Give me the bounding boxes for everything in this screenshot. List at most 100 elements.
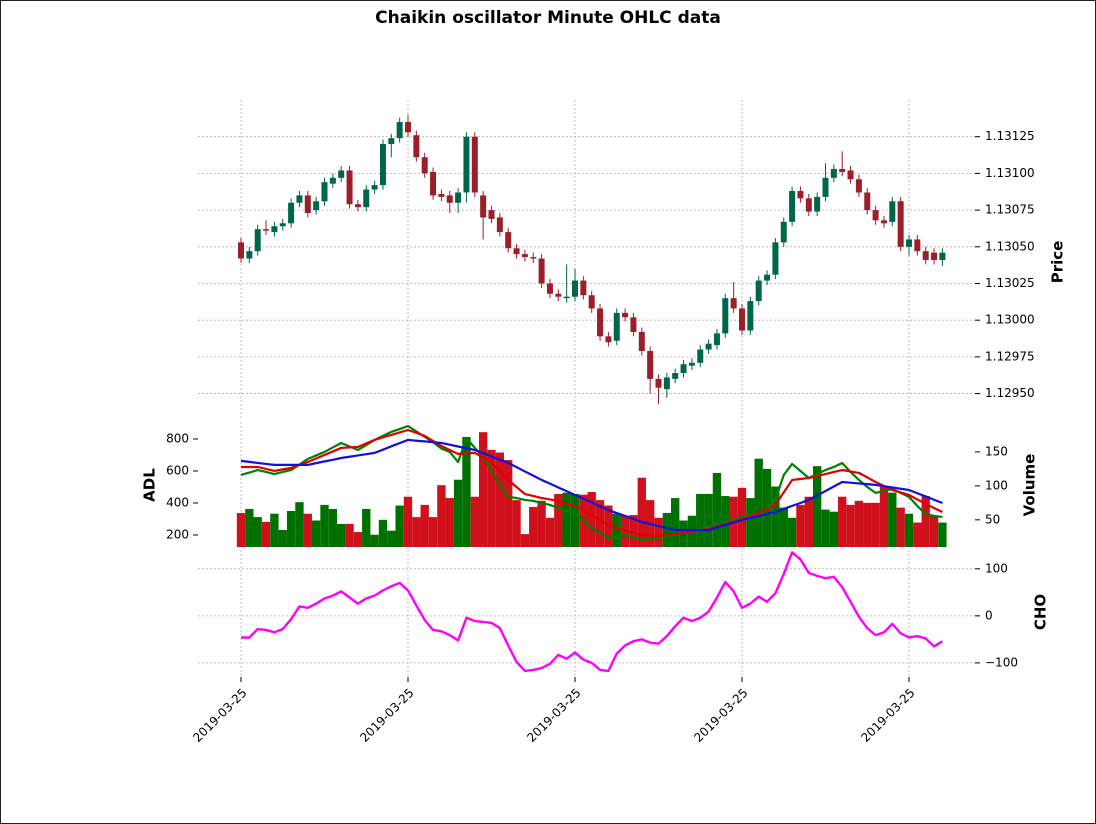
candle-body	[822, 177, 829, 197]
candle-body	[463, 136, 470, 193]
candle-body	[546, 283, 553, 294]
candle-body	[906, 239, 912, 247]
candle-body	[446, 195, 453, 203]
candle-body	[705, 343, 712, 350]
volume-bar	[654, 517, 663, 547]
candle-body	[371, 185, 378, 190]
candle-body	[764, 274, 771, 281]
y-tick-label: 1.13050	[985, 239, 1035, 253]
candle-body	[413, 135, 420, 158]
candle-body	[739, 308, 745, 331]
volume-bar	[545, 517, 555, 547]
volume-bar	[888, 492, 897, 547]
candle-body	[471, 136, 478, 193]
candle-body	[922, 251, 929, 260]
chart-title: Chaikin oscillator Minute OHLC data	[375, 8, 721, 28]
candle-body	[772, 242, 779, 275]
volume-bar	[270, 513, 279, 547]
candle-body	[597, 308, 604, 337]
volume-bar	[913, 522, 922, 547]
volume-bar	[412, 517, 421, 547]
volume-bar	[253, 517, 262, 547]
volume-bar	[712, 472, 722, 547]
candle-body	[396, 122, 403, 139]
y-axis-label: Price	[1049, 241, 1067, 284]
volume-bar	[245, 508, 254, 547]
volume-bar	[362, 508, 371, 547]
adl-line	[241, 428, 943, 538]
volume-bar	[529, 506, 538, 547]
y-axis-label: CHO	[1032, 594, 1050, 630]
volume-bar	[938, 522, 947, 547]
candle-body	[814, 196, 821, 212]
candle-body	[338, 170, 345, 178]
volume-bar	[387, 530, 396, 547]
volume-bar	[662, 513, 672, 547]
candle-body	[647, 351, 654, 379]
volume-bar	[520, 534, 530, 547]
volume-bar	[921, 496, 930, 547]
candle-body	[880, 220, 887, 224]
volume-bar	[746, 498, 755, 547]
volume-bar	[395, 505, 404, 547]
candle-body	[455, 192, 462, 203]
volume-bar	[337, 523, 346, 547]
volume-bar	[812, 466, 822, 547]
candle-body	[555, 293, 562, 297]
candle-body	[730, 298, 737, 309]
volume-bar	[370, 534, 379, 547]
volume-bar	[804, 496, 813, 547]
volume-bar	[428, 517, 438, 547]
y-tick-label: 50	[985, 512, 1000, 526]
candle-body	[379, 144, 386, 186]
volume-bar	[704, 494, 713, 547]
candle-body	[747, 301, 754, 331]
candle-body	[271, 226, 278, 233]
candle-body	[605, 336, 612, 343]
volume-bar	[871, 502, 880, 547]
candle-body	[488, 210, 495, 219]
volume-bar	[787, 517, 797, 547]
y-tick-label: 1.13125	[985, 129, 1035, 143]
volume-bar	[696, 494, 705, 547]
volume-bar	[879, 485, 889, 547]
candle-body	[839, 168, 846, 172]
volume-bar	[587, 491, 596, 547]
y-tick-label: 200	[166, 527, 189, 541]
volume-bar	[821, 509, 830, 547]
candle-body	[496, 217, 503, 233]
y-tick-label: 800	[166, 431, 189, 445]
candle-body	[296, 195, 303, 203]
volume-bar	[353, 532, 363, 547]
candle-body	[789, 191, 796, 222]
adl-line	[240, 438, 943, 532]
cho-line	[241, 551, 944, 673]
candle-body	[931, 252, 938, 260]
volume-bar	[420, 504, 429, 547]
candle-body	[563, 296, 570, 299]
candle-body	[663, 377, 670, 390]
candle-body	[805, 198, 812, 212]
y-tick-label: 1.13100	[985, 166, 1035, 180]
candle-body	[304, 195, 311, 214]
adl-line	[240, 424, 943, 542]
candle-body	[505, 232, 512, 249]
candle-body	[430, 171, 437, 196]
volume-bar	[378, 519, 388, 547]
candle-body	[388, 138, 395, 145]
candle-body	[521, 254, 528, 258]
candle-body	[688, 362, 695, 366]
candle-body	[672, 373, 679, 379]
volume-bar	[771, 486, 780, 547]
volume-bar	[278, 530, 287, 547]
candle-body	[638, 331, 645, 352]
volume-bar	[846, 504, 855, 547]
candle-body	[263, 229, 270, 231]
volume-bar	[453, 479, 463, 547]
candle-body	[872, 210, 879, 221]
volume-bar	[261, 521, 271, 547]
candle-body	[722, 298, 729, 334]
volume-bar	[487, 449, 496, 547]
